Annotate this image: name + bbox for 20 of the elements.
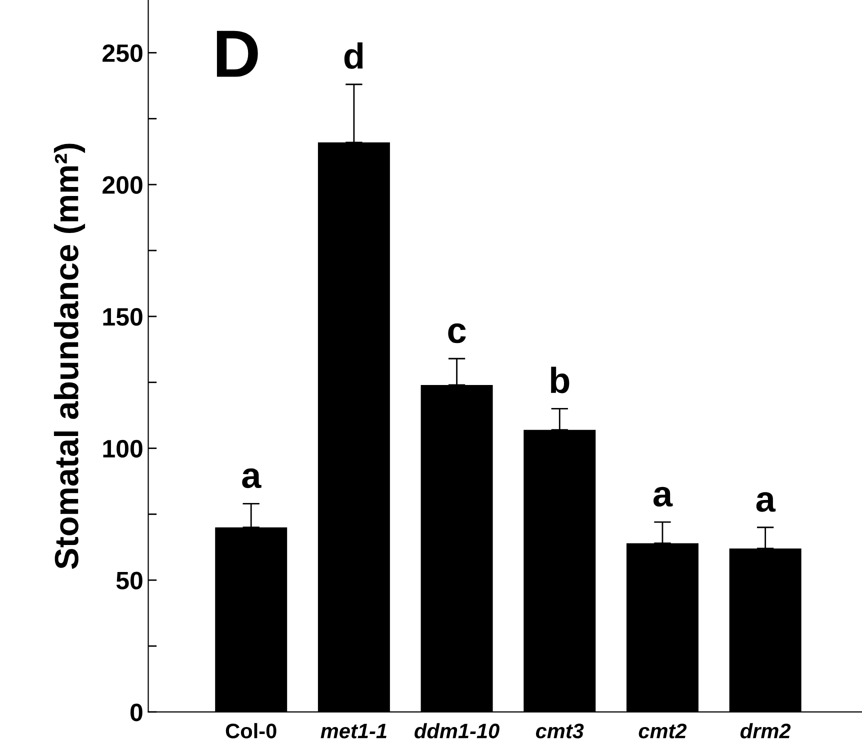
x-tick-label: cmt2 xyxy=(638,724,687,738)
x-tick-label: ddm1-10 xyxy=(414,723,500,738)
y-tick-label: 250 xyxy=(102,44,142,62)
y-axis-title: Stomatal abundance (mm²) xyxy=(54,144,86,569)
y-tick-label: 50 xyxy=(116,572,142,590)
y-tick-label: 150 xyxy=(103,308,142,326)
annotation: a xyxy=(242,468,262,488)
annotation: a xyxy=(756,492,776,512)
x-tick-label: met1-1 xyxy=(320,724,386,738)
x-tick-label: cmt3 xyxy=(536,724,584,738)
y-tick-label: 100 xyxy=(103,440,142,458)
annotation: a xyxy=(654,486,673,507)
annotation: b xyxy=(550,366,570,394)
annotation: c xyxy=(448,323,466,344)
y-tick-label: 200 xyxy=(102,176,142,194)
x-tick-label: Col-0 xyxy=(226,723,276,738)
x-tick-label: drm2 xyxy=(740,723,791,738)
annotation: d xyxy=(344,42,363,69)
y-tick-label: 0 xyxy=(130,704,142,722)
chart-title: D xyxy=(216,30,258,77)
